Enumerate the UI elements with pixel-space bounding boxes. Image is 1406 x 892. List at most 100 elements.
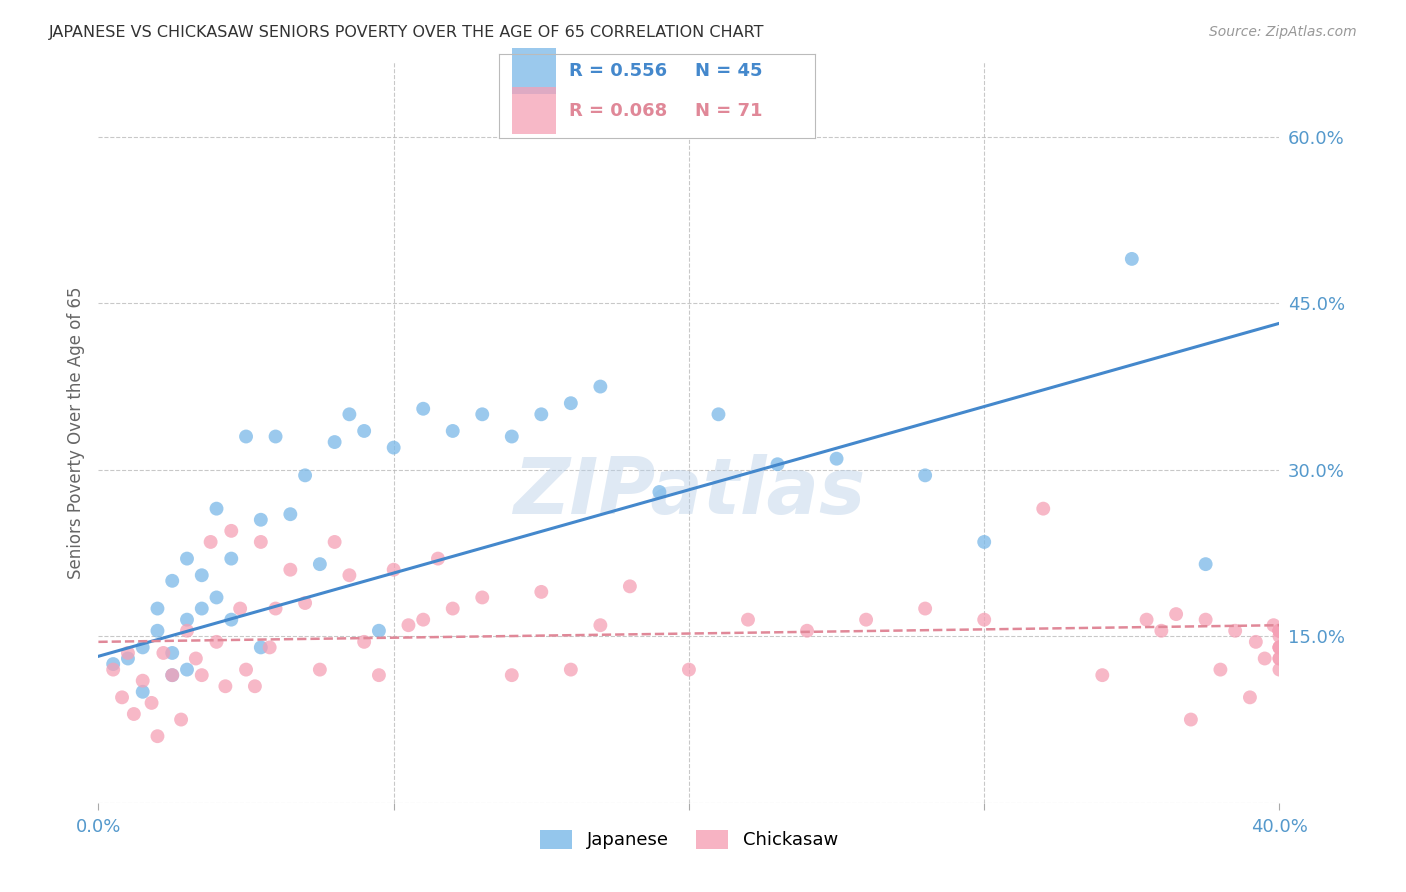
Point xyxy=(191,601,214,615)
Text: N = 71: N = 71 xyxy=(695,102,763,120)
Point xyxy=(530,585,553,599)
Point xyxy=(339,568,361,582)
Point xyxy=(200,535,222,549)
Point xyxy=(441,424,464,438)
Point xyxy=(1239,690,1261,705)
Point xyxy=(766,457,789,471)
Point xyxy=(132,640,155,655)
Text: N = 45: N = 45 xyxy=(695,62,763,80)
Point xyxy=(235,663,257,677)
Point xyxy=(339,407,361,421)
Point xyxy=(205,501,228,516)
Point xyxy=(1268,624,1291,638)
Point xyxy=(678,663,700,677)
Point xyxy=(309,557,332,571)
Point xyxy=(1195,557,1218,571)
Point xyxy=(1150,624,1173,638)
Point xyxy=(259,640,281,655)
Point xyxy=(1121,252,1143,266)
Point xyxy=(501,668,523,682)
Point xyxy=(1091,668,1114,682)
Point xyxy=(117,646,139,660)
Point xyxy=(1268,624,1291,638)
Point xyxy=(1268,663,1291,677)
Point xyxy=(412,613,434,627)
Point xyxy=(382,563,405,577)
Point xyxy=(146,601,169,615)
Point xyxy=(1268,624,1291,638)
Point xyxy=(176,613,198,627)
Point xyxy=(146,624,169,638)
Point xyxy=(501,429,523,443)
Point xyxy=(914,601,936,615)
Point xyxy=(427,551,450,566)
Point xyxy=(1136,613,1159,627)
Bar xyxy=(512,87,557,134)
Point xyxy=(1268,640,1291,655)
Point xyxy=(530,407,553,421)
Point xyxy=(619,579,641,593)
Point xyxy=(1268,629,1291,643)
Point xyxy=(205,591,228,605)
Point xyxy=(229,601,252,615)
Point xyxy=(250,640,273,655)
Point xyxy=(323,435,346,450)
Point xyxy=(103,657,125,671)
Point xyxy=(221,524,243,538)
Point xyxy=(309,663,332,677)
Point xyxy=(205,635,228,649)
Point xyxy=(560,396,582,410)
Point xyxy=(122,706,145,721)
Point xyxy=(855,613,877,627)
Point xyxy=(1195,613,1218,627)
Point xyxy=(162,574,183,588)
Point xyxy=(398,618,420,632)
Point xyxy=(1268,651,1291,665)
Text: R = 0.068: R = 0.068 xyxy=(568,102,666,120)
Bar xyxy=(512,47,557,95)
Point xyxy=(243,679,266,693)
Point xyxy=(111,690,134,705)
Point xyxy=(221,551,243,566)
Point xyxy=(184,651,207,665)
Point xyxy=(170,713,193,727)
Point xyxy=(132,673,155,688)
Point xyxy=(353,635,375,649)
Point xyxy=(117,651,139,665)
Point xyxy=(1268,640,1291,655)
Point xyxy=(264,429,287,443)
Point xyxy=(368,668,391,682)
Point xyxy=(1254,651,1277,665)
Point xyxy=(1268,640,1291,655)
Point xyxy=(441,601,464,615)
Point xyxy=(1032,501,1054,516)
Point xyxy=(368,624,391,638)
Point xyxy=(1244,635,1267,649)
Point xyxy=(132,685,155,699)
Point xyxy=(353,424,375,438)
Text: ZIPatlas: ZIPatlas xyxy=(513,454,865,530)
Point xyxy=(176,663,198,677)
Point xyxy=(152,646,174,660)
Point xyxy=(825,451,848,466)
Point xyxy=(162,668,183,682)
Point xyxy=(176,551,198,566)
Point xyxy=(264,601,287,615)
Point xyxy=(294,468,316,483)
Point xyxy=(560,663,582,677)
Point xyxy=(973,613,995,627)
Point xyxy=(294,596,316,610)
Point xyxy=(235,429,257,443)
Point xyxy=(141,696,163,710)
Point xyxy=(471,591,494,605)
Point xyxy=(176,624,198,638)
Legend: Japanese, Chickasaw: Japanese, Chickasaw xyxy=(533,823,845,856)
Point xyxy=(191,568,214,582)
Point xyxy=(1180,713,1202,727)
Point xyxy=(280,563,302,577)
Point xyxy=(589,379,612,393)
Point xyxy=(471,407,494,421)
Point xyxy=(737,613,759,627)
Text: R = 0.556: R = 0.556 xyxy=(568,62,666,80)
Point xyxy=(250,513,273,527)
